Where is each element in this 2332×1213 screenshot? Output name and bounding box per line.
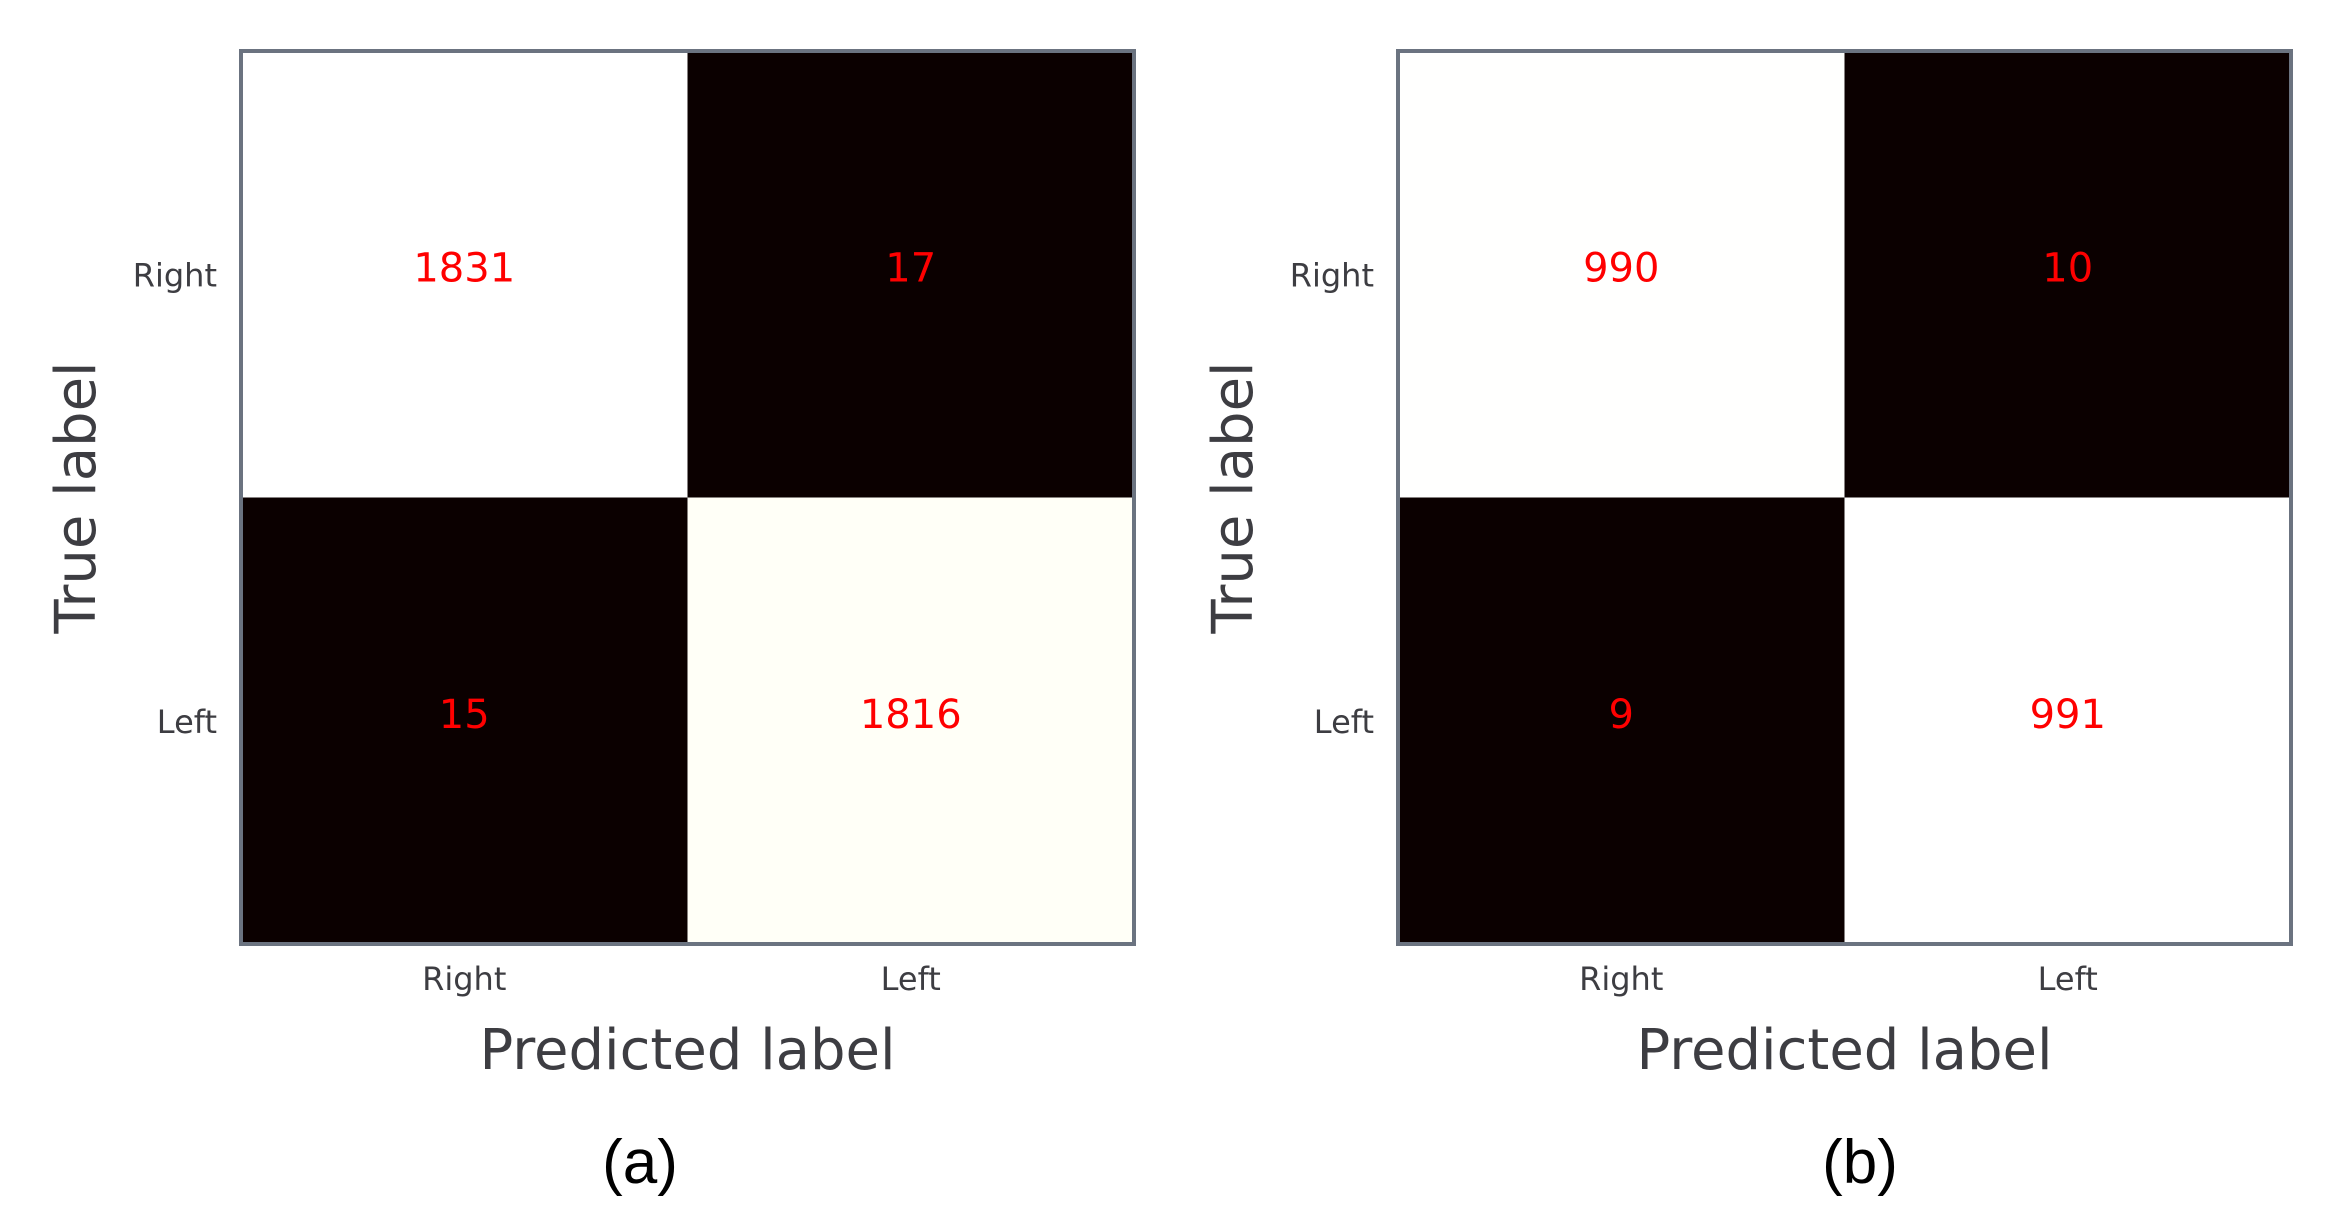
x-tick-label: Right bbox=[1579, 960, 1663, 998]
y-tick-label: Left bbox=[1314, 703, 1374, 741]
confusion-matrix-panel-b: 990 10 9 991 Right Left Right Left Predicted lab… bbox=[1201, 49, 2293, 1197]
panel-label: (b) bbox=[1822, 1128, 1898, 1197]
cell-value-label: 9 bbox=[1609, 692, 1634, 738]
cell-value-label: 17 bbox=[885, 245, 936, 291]
matrix-cell bbox=[1398, 51, 1845, 498]
x-axis-label: Predicted label bbox=[1636, 1018, 2052, 1083]
matrix-cell bbox=[1844, 497, 2291, 944]
matrix-cell bbox=[241, 497, 688, 944]
cell-value-label: 10 bbox=[2042, 245, 2093, 291]
cell-value-label: 15 bbox=[439, 692, 490, 738]
confusion-matrix-panel-a: 1831 17 15 1816 Right Left Right Left Predicted … bbox=[44, 49, 1136, 1197]
y-tick-label: Right bbox=[1290, 256, 1374, 294]
matrix-cell bbox=[687, 51, 1134, 498]
cell-value-label: 1816 bbox=[860, 692, 962, 738]
matrix-frame bbox=[1396, 49, 2293, 946]
y-axis-label: True label bbox=[44, 361, 109, 634]
matrix-cell bbox=[241, 51, 688, 498]
x-tick-label: Left bbox=[881, 960, 941, 998]
cell-value-label: 1831 bbox=[413, 245, 515, 291]
y-tick-label: Left bbox=[157, 703, 217, 741]
cell-value-label: 990 bbox=[1583, 245, 1659, 291]
matrix-frame bbox=[239, 49, 1136, 946]
panel-label: (a) bbox=[602, 1128, 678, 1197]
matrix-cell bbox=[1398, 497, 1845, 944]
matrix-cell bbox=[1844, 51, 2291, 498]
matrix-cell bbox=[687, 497, 1134, 944]
x-tick-label: Right bbox=[422, 960, 506, 998]
x-tick-label: Left bbox=[2038, 960, 2098, 998]
y-axis-label: True label bbox=[1201, 361, 1266, 634]
cell-value-label: 991 bbox=[2030, 692, 2106, 738]
x-axis-label: Predicted label bbox=[479, 1018, 895, 1083]
y-tick-label: Right bbox=[133, 256, 217, 294]
